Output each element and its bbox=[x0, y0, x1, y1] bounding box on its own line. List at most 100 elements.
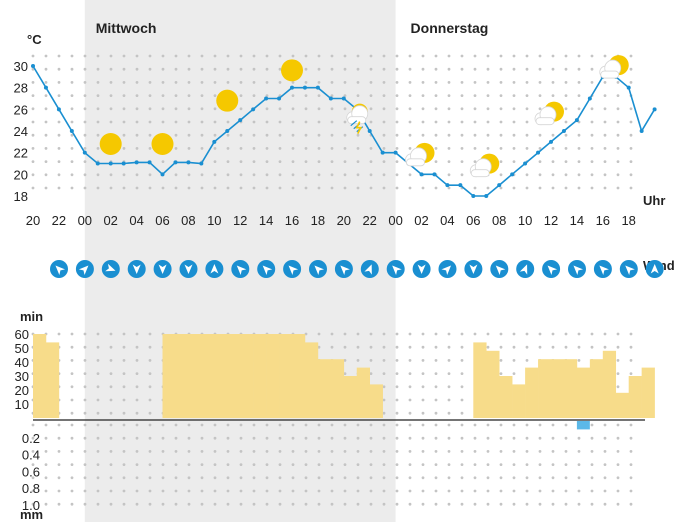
grid-dot bbox=[200, 476, 204, 480]
grid-dot bbox=[356, 476, 360, 480]
grid-dot bbox=[57, 94, 61, 97]
grid-dot bbox=[356, 94, 360, 97]
grid-dot bbox=[343, 160, 347, 164]
grid-dot bbox=[356, 67, 360, 71]
grid-dot bbox=[538, 489, 542, 493]
grid-dot bbox=[70, 411, 74, 415]
grid-dot bbox=[421, 423, 425, 427]
grid-dot bbox=[44, 81, 48, 84]
sunshine-bar bbox=[214, 334, 228, 418]
grid-dot bbox=[408, 489, 412, 493]
grid-dot bbox=[499, 186, 503, 190]
grid-dot bbox=[148, 450, 152, 453]
grid-dot bbox=[135, 385, 139, 389]
grid-dot bbox=[304, 160, 308, 164]
grid-dot bbox=[603, 436, 607, 440]
temperature-point bbox=[626, 85, 631, 90]
grid-dot bbox=[304, 81, 308, 84]
grid-dot bbox=[408, 332, 412, 336]
wind-direction-icon bbox=[205, 260, 224, 278]
x-tick-label: 02 bbox=[103, 213, 117, 228]
temperature-point bbox=[458, 183, 463, 188]
grid-dot bbox=[109, 173, 113, 177]
grid-dot bbox=[603, 107, 607, 111]
grid-dot bbox=[122, 372, 126, 375]
grid-dot bbox=[551, 173, 555, 177]
grid-dot bbox=[239, 160, 243, 164]
grid-dot bbox=[551, 423, 555, 427]
grid-dot bbox=[525, 423, 529, 427]
grid-dot bbox=[83, 332, 87, 336]
grid-dot bbox=[31, 147, 35, 150]
grid-dot bbox=[31, 423, 35, 427]
grid-dot bbox=[70, 186, 74, 190]
grid-dot bbox=[408, 436, 412, 440]
grid-dot bbox=[109, 54, 113, 58]
grid-dot bbox=[603, 94, 607, 97]
grid-dot bbox=[369, 436, 373, 440]
grid-dot bbox=[460, 411, 464, 415]
lightning-icon bbox=[355, 121, 363, 135]
grid-dot bbox=[70, 107, 74, 111]
grid-dot bbox=[590, 489, 594, 493]
grid-dot bbox=[304, 54, 308, 58]
grid-dot bbox=[265, 67, 269, 71]
grid-dot bbox=[330, 120, 334, 124]
grid-dot bbox=[31, 186, 35, 190]
grid-dot bbox=[382, 385, 386, 389]
precipitation-y-tick-label: 0.6 bbox=[22, 464, 40, 479]
grid-dot bbox=[161, 463, 165, 466]
grid-dot bbox=[434, 345, 438, 349]
grid-dot bbox=[551, 332, 555, 336]
grid-dot bbox=[239, 436, 243, 440]
grid-dot bbox=[317, 476, 321, 480]
grid-dot bbox=[226, 476, 230, 480]
grid-dot bbox=[421, 450, 425, 453]
wind-arrow bbox=[650, 264, 659, 274]
grid-dot bbox=[356, 133, 360, 137]
grid-dot bbox=[512, 450, 516, 453]
grid-dot bbox=[473, 147, 477, 150]
grid-dot bbox=[187, 186, 191, 190]
grid-dot bbox=[538, 450, 542, 453]
grid-dot bbox=[239, 94, 243, 97]
grid-dot bbox=[564, 147, 568, 150]
grid-dot bbox=[616, 436, 620, 440]
grid-dot bbox=[369, 372, 373, 375]
grid-dot bbox=[629, 107, 633, 111]
grid-dot bbox=[408, 345, 412, 349]
grid-dot bbox=[70, 450, 74, 453]
grid-dot bbox=[356, 423, 360, 427]
grid-dot bbox=[616, 120, 620, 124]
grid-dot bbox=[343, 345, 347, 349]
grid-dot bbox=[83, 133, 87, 137]
grid-dot bbox=[460, 160, 464, 164]
grid-dot bbox=[304, 502, 308, 506]
wind-arrow bbox=[547, 265, 558, 276]
grid-dot bbox=[226, 120, 230, 124]
grid-dot bbox=[473, 476, 477, 480]
grid-dot bbox=[486, 120, 490, 124]
grid-dot bbox=[291, 502, 295, 506]
grid-dot bbox=[148, 372, 152, 375]
grid-dot bbox=[343, 489, 347, 493]
grid-dot bbox=[291, 107, 295, 111]
grid-dot bbox=[96, 385, 100, 389]
sun-icon bbox=[281, 59, 303, 82]
grid-dot bbox=[434, 186, 438, 190]
grid-dot bbox=[447, 463, 451, 466]
grid-dot bbox=[473, 120, 477, 124]
grid-dot bbox=[473, 436, 477, 440]
grid-dot bbox=[447, 67, 451, 71]
grid-dot bbox=[343, 372, 347, 375]
grid-dot bbox=[356, 489, 360, 493]
temperature-point bbox=[380, 150, 385, 155]
grid-dot bbox=[226, 489, 230, 493]
grid-dot bbox=[317, 120, 321, 124]
grid-dot bbox=[291, 476, 295, 480]
grid-dot bbox=[356, 359, 360, 362]
grid-dot bbox=[291, 186, 295, 190]
sunshine-bar bbox=[589, 359, 604, 418]
grid-dot bbox=[187, 147, 191, 150]
sunshine-bar bbox=[473, 342, 487, 418]
